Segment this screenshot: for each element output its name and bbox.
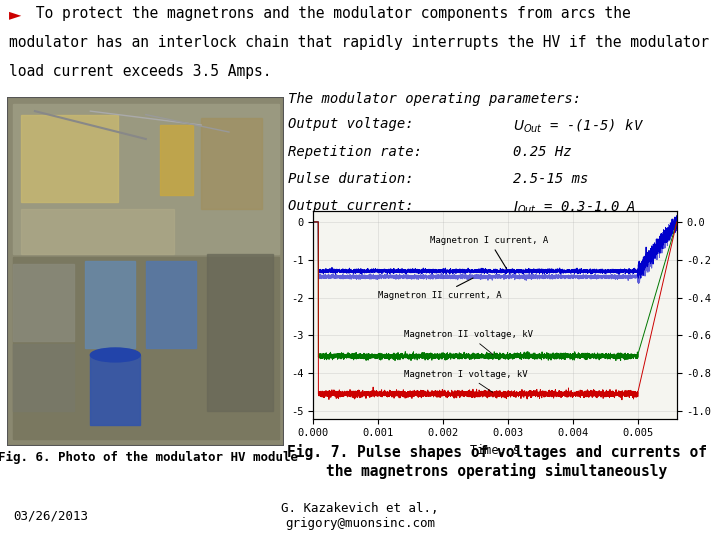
Text: ►: ►: [9, 8, 21, 22]
Bar: [91, 355, 140, 424]
Text: $I_{Out}$ = 0.3-1.0 A: $I_{Out}$ = 0.3-1.0 A: [513, 199, 636, 215]
Bar: [145, 261, 196, 348]
Text: $U_{Out}$ = -(1-5) kV: $U_{Out}$ = -(1-5) kV: [513, 117, 644, 135]
Text: Fig. 7. Pulse shapes of voltages and currents of
the magnetrons operating simult: Fig. 7. Pulse shapes of voltages and cur…: [287, 444, 707, 479]
Text: load current exceeds 3.5 Amps.: load current exceeds 3.5 Amps.: [9, 64, 271, 79]
Bar: [160, 125, 193, 195]
Text: G. Kazakevich et al.,
grigory@muonsinc.com: G. Kazakevich et al., grigory@muonsinc.c…: [282, 502, 438, 530]
Text: 03/26/2013: 03/26/2013: [13, 509, 88, 522]
Ellipse shape: [91, 348, 140, 362]
Text: Magnetron I current, A: Magnetron I current, A: [430, 236, 549, 269]
Text: To protect the magnetrons and the modulator components from arcs the: To protect the magnetrons and the modula…: [27, 5, 631, 21]
Bar: [21, 208, 174, 254]
Text: The modulator operating parameters:: The modulator operating parameters:: [288, 92, 581, 106]
Text: Output current:: Output current:: [288, 199, 413, 213]
Bar: [13, 104, 279, 254]
Bar: [13, 265, 73, 341]
Bar: [207, 254, 274, 410]
Text: Magnetron II voltage, kV: Magnetron II voltage, kV: [404, 330, 533, 354]
Text: 2.5-15 ms: 2.5-15 ms: [513, 172, 588, 186]
Text: Output voltage:: Output voltage:: [288, 117, 413, 131]
Text: 0.25 Hz: 0.25 Hz: [513, 145, 572, 159]
Text: Repetition rate:: Repetition rate:: [288, 145, 422, 159]
Bar: [21, 114, 118, 201]
Bar: [202, 118, 262, 208]
Text: Magnetron II current, A: Magnetron II current, A: [378, 278, 502, 300]
Text: modulator has an interlock chain that rapidly interrupts the HV if the modulator: modulator has an interlock chain that ra…: [9, 35, 708, 50]
Text: Fig. 6. Photo of the modulator HV module: Fig. 6. Photo of the modulator HV module: [0, 451, 297, 464]
Text: Pulse duration:: Pulse duration:: [288, 172, 413, 186]
Text: Magnetron I voltage, kV: Magnetron I voltage, kV: [404, 370, 528, 393]
Bar: [13, 258, 279, 438]
Bar: [85, 261, 135, 348]
X-axis label: Time, s: Time, s: [470, 444, 520, 457]
Bar: [13, 345, 73, 410]
